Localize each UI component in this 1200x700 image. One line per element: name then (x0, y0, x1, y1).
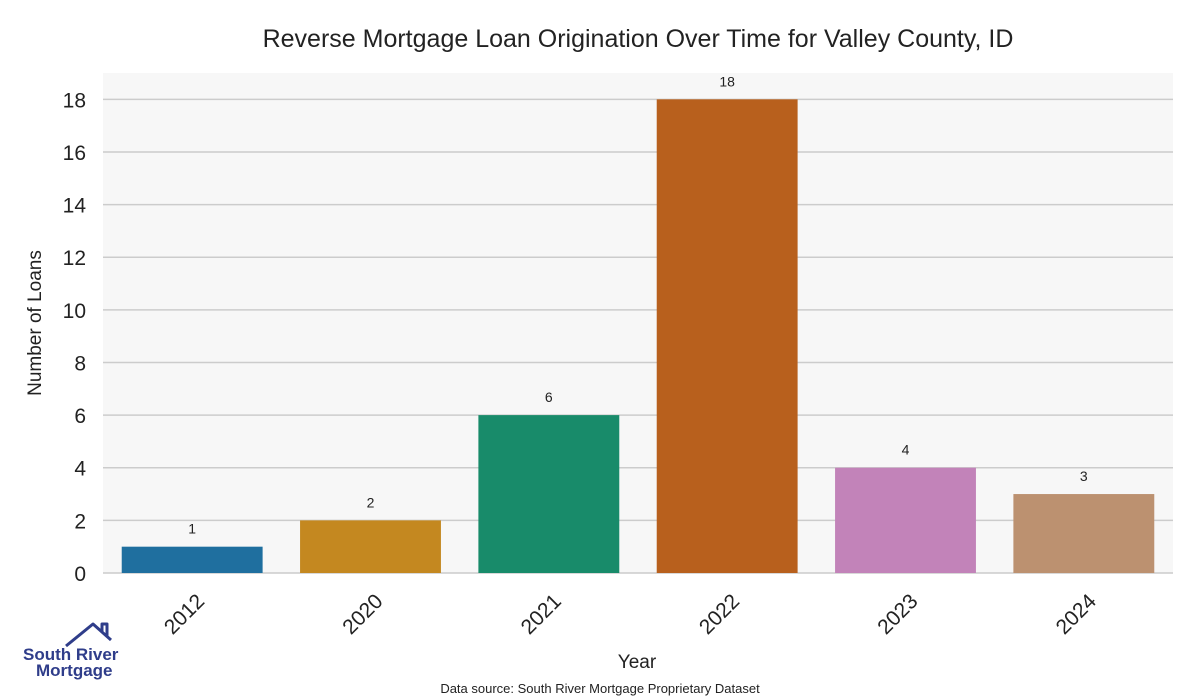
bar-2022 (656, 99, 798, 573)
data-label-2021: 6 (545, 389, 553, 405)
data-source-note: Data source: South River Mortgage Propri… (440, 681, 760, 696)
data-label-2022: 18 (719, 73, 735, 89)
data-label-2012: 1 (188, 521, 196, 537)
bar-2024 (1013, 494, 1155, 573)
chart-title: Reverse Mortgage Loan Origination Over T… (263, 25, 1014, 53)
bar-2021 (478, 415, 620, 573)
y-axis-label: Number of Loans (25, 250, 46, 396)
y-tick-label: 2 (74, 510, 86, 533)
x-tick-label: 2012 (160, 590, 209, 639)
y-tick-label: 4 (74, 458, 86, 481)
y-tick-label: 8 (74, 352, 86, 375)
y-axis-ticks: 0 2 4 6 8 10 12 14 16 18 (63, 89, 87, 586)
x-tick-label: 2024 (1052, 590, 1102, 640)
y-tick-label: 12 (63, 247, 86, 270)
company-logo: South River Mortgage (23, 622, 119, 680)
data-label-2023: 4 (902, 442, 910, 458)
y-tick-label: 14 (63, 195, 87, 218)
y-tick-label: 6 (74, 405, 86, 428)
data-label-2020: 2 (367, 494, 375, 510)
bars (121, 99, 1155, 573)
x-tick-label: 2020 (338, 590, 387, 639)
x-axis-ticks: 2012 2020 2021 2022 2023 2024 (160, 590, 1101, 640)
y-tick-label: 16 (63, 142, 86, 165)
x-tick-label: 2022 (695, 590, 744, 639)
y-tick-label: 18 (63, 89, 86, 112)
x-tick-label: 2023 (873, 590, 922, 639)
logo-text-line1: South River (23, 645, 119, 664)
data-labels: 1 2 6 18 4 3 (188, 73, 1088, 536)
y-tick-label: 0 (74, 563, 86, 586)
x-axis-label: Year (618, 652, 657, 673)
bar-2012 (121, 546, 263, 573)
house-roof-icon (65, 622, 112, 648)
bar-2020 (300, 520, 441, 573)
x-tick-label: 2021 (517, 590, 566, 639)
y-tick-label: 10 (63, 300, 86, 323)
logo-text-line2: Mortgage (36, 661, 113, 680)
data-label-2024: 3 (1080, 468, 1088, 484)
plot-background (103, 73, 1173, 573)
gridlines (103, 98, 1173, 574)
bar-2023 (835, 467, 976, 573)
